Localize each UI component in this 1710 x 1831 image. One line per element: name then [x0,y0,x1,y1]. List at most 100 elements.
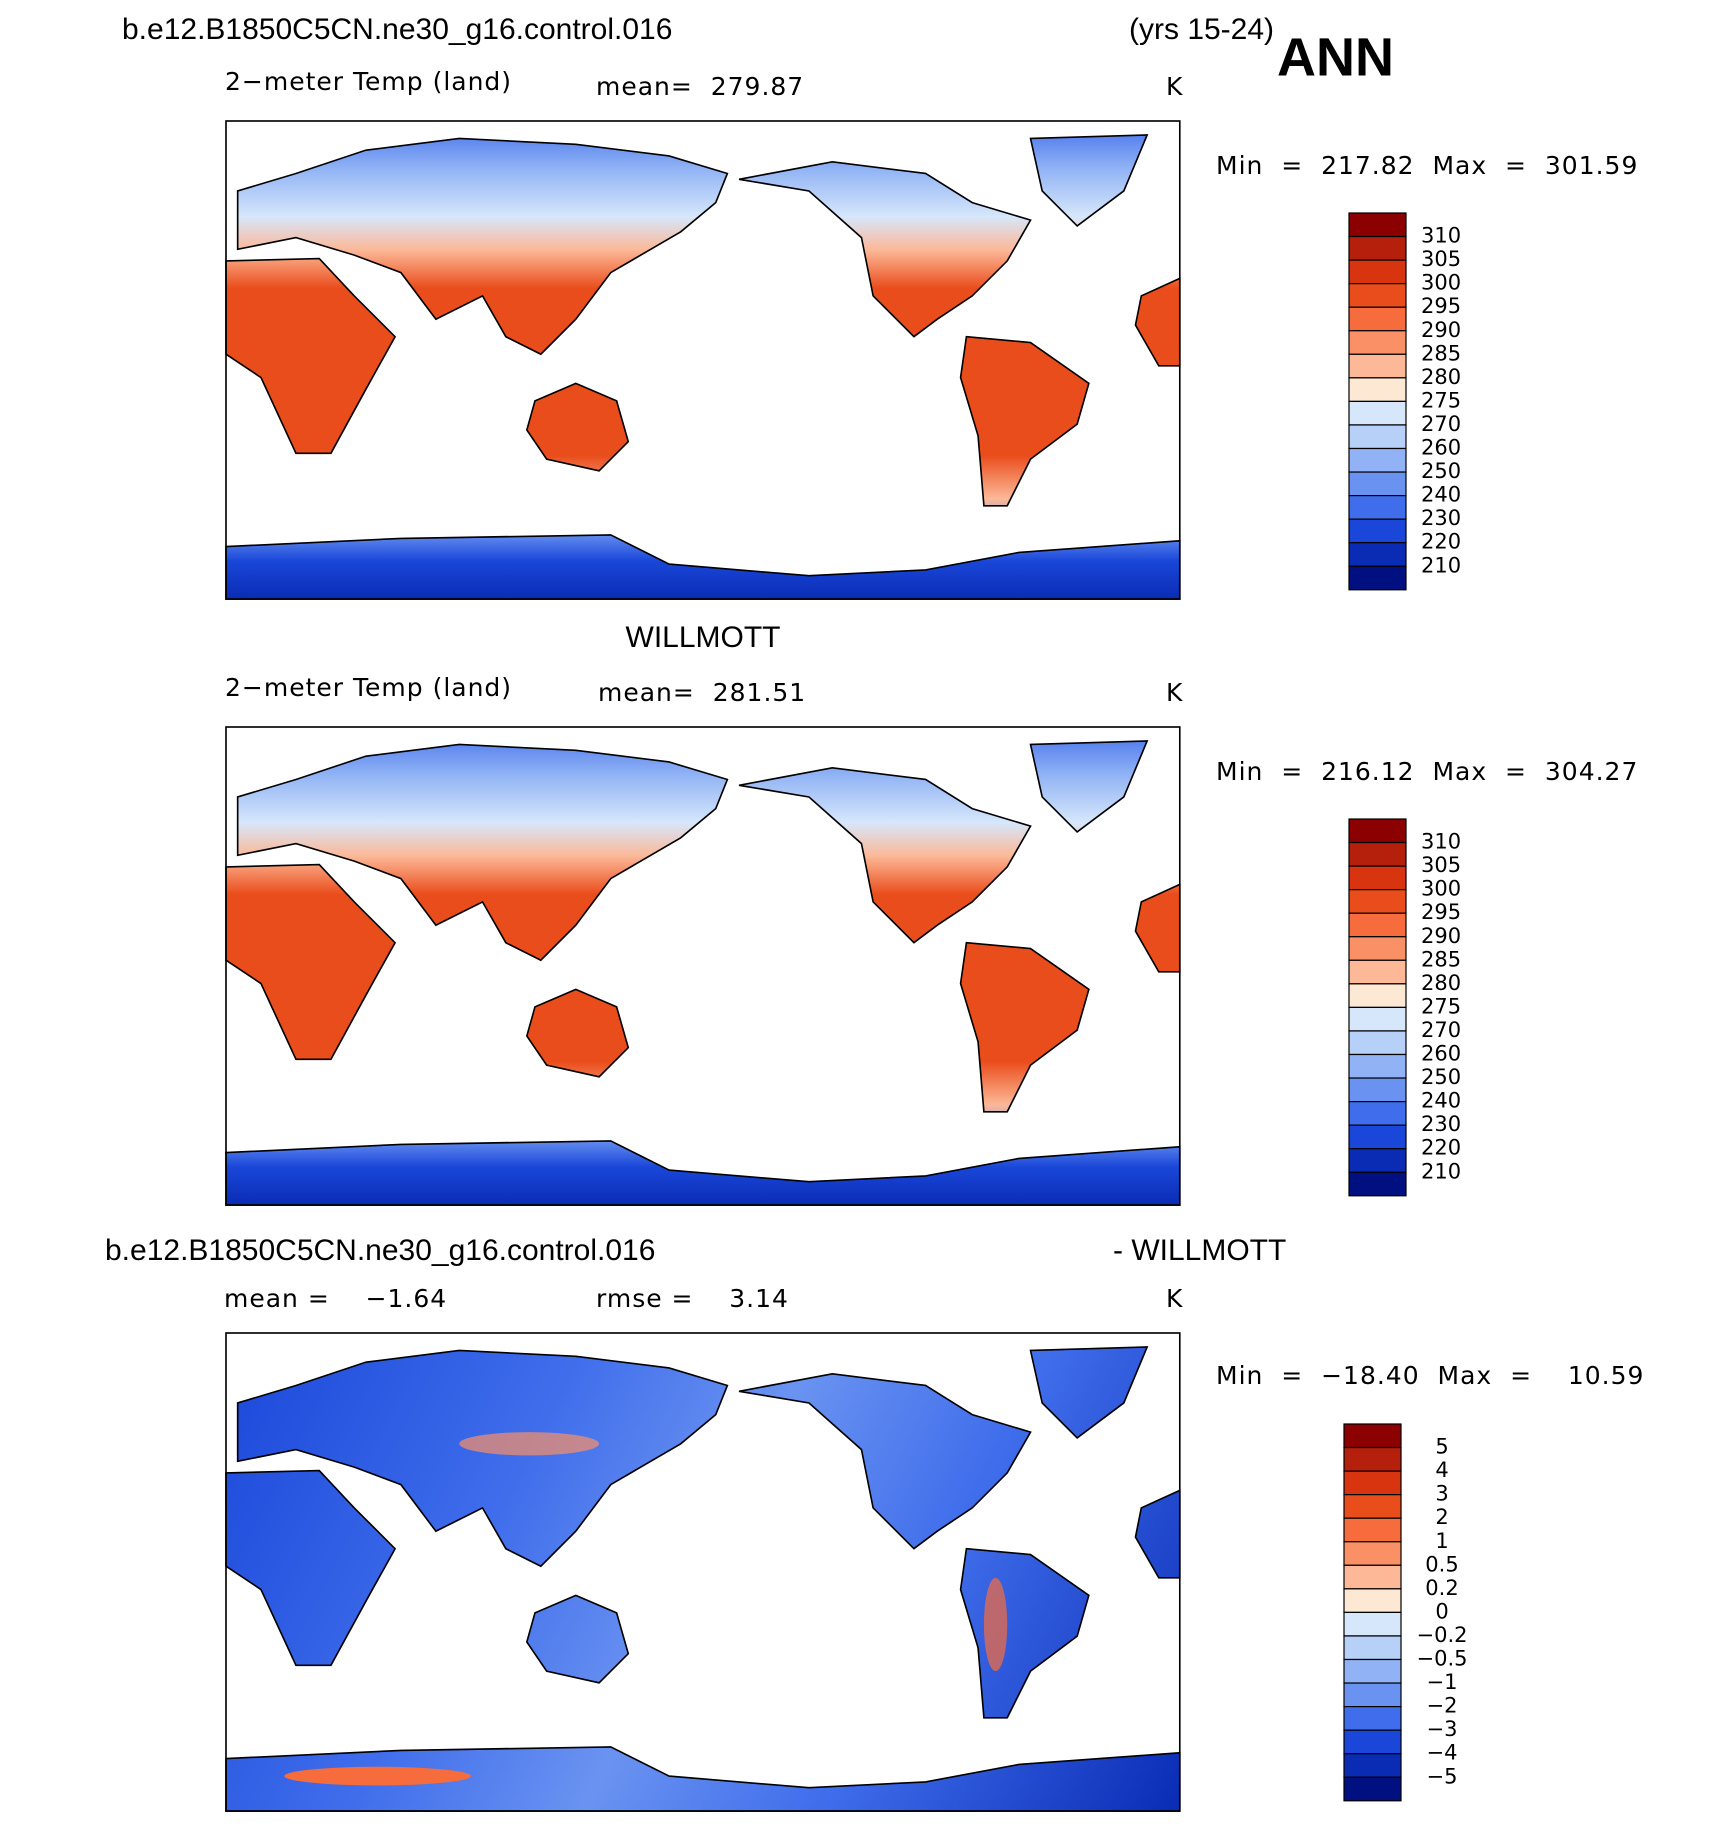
colorbar-label: 290 [1421,924,1461,948]
colorbar-label: 305 [1421,853,1461,877]
min-max: Min = 217.82 Max = 301.59 [1216,151,1638,180]
colorbar-box [1348,283,1407,308]
colorbar-label: 0.2 [1425,1576,1458,1600]
season: ANN [1277,27,1394,87]
colorbar-box [1343,1517,1402,1543]
colorbar-box [1343,1776,1402,1802]
colorbar-box [1348,959,1407,985]
colorbar-label: 0.5 [1425,1552,1458,1576]
colorbar-label: 270 [1421,1018,1461,1042]
colorbar-box [1348,1124,1407,1150]
colorbar-label: 230 [1421,1112,1461,1136]
colorbar-box [1343,1588,1402,1613]
colorbar-label: 285 [1421,341,1461,365]
colorbar-label: 2 [1435,1505,1448,1529]
colorbar-box [1348,565,1407,591]
mean: mean= 281.51 [598,678,806,707]
colorbar-box [1343,1541,1402,1566]
colorbar-label: 285 [1421,947,1461,971]
panel-title-right: - WILLMOTT [1113,1234,1286,1267]
colorbar-box [1343,1494,1402,1519]
min-max: Min = −18.40 Max = 10.59 [1216,1361,1644,1390]
colorbar-label: 280 [1421,365,1461,389]
panel-title: WILLMOTT [626,621,781,654]
colorbar-label: 0 [1435,1599,1448,1623]
colorbar-box [1343,1705,1402,1731]
colorbar-box [1348,1100,1407,1126]
colorbar-label: −2 [1427,1694,1458,1718]
variable: 2−meter Temp (land) [225,673,512,702]
min-max: Min = 216.12 Max = 304.27 [1216,757,1638,786]
colorbar-box [1348,212,1407,238]
colorbar-label: −5 [1427,1764,1458,1788]
colorbar-box [1348,377,1407,403]
colorbar-box [1348,447,1407,473]
colorbar-label: 1 [1435,1529,1448,1553]
colorbar-box [1348,518,1407,544]
panel-title: b.e12.B1850C5CN.ne30_g16.control.016 [105,1234,655,1267]
colorbar-box [1343,1611,1402,1637]
colorbar-box [1348,330,1407,355]
colorbar-box [1348,912,1407,938]
units: K [1166,1284,1183,1313]
mean: mean = −1.64 [224,1284,447,1313]
colorbar-box [1343,1470,1402,1496]
colorbar-box [1348,235,1407,261]
colorbar-box [1343,1729,1402,1755]
colorbar-box [1348,983,1407,1008]
variable: 2−meter Temp (land) [225,67,512,96]
colorbar-box [1348,936,1407,961]
colorbar-label: 210 [1421,1159,1461,1183]
colorbar-box [1348,424,1407,450]
colorbar-box [1343,1564,1402,1590]
colorbar-box [1348,400,1407,426]
map [225,120,1181,600]
colorbar-label: 240 [1421,1089,1461,1113]
colorbar-label: 270 [1421,412,1461,436]
colorbar-box [1343,1635,1402,1661]
colorbar-label: 290 [1421,318,1461,342]
colorbar-label: 250 [1421,459,1461,483]
colorbar-label: 3 [1435,1482,1448,1506]
colorbar-box [1348,259,1407,285]
colorbar-label: 210 [1421,553,1461,577]
colorbar-label: 310 [1421,224,1461,248]
colorbar-label: 240 [1421,483,1461,507]
colorbar-label: 260 [1421,436,1461,460]
colorbar-box [1343,1658,1402,1684]
colorbar-label: −3 [1427,1717,1458,1741]
map [225,726,1181,1206]
colorbar-box [1343,1753,1402,1778]
colorbar-box [1348,865,1407,891]
colorbar-label: 280 [1421,971,1461,995]
units: K [1166,72,1183,101]
colorbar-box [1348,1053,1407,1079]
rmse: rmse = 3.14 [596,1284,789,1313]
units: K [1166,678,1183,707]
colorbar-label: −1 [1427,1670,1458,1694]
colorbar-box [1348,1148,1407,1173]
colorbar-box [1348,841,1407,867]
colorbar-box [1343,1682,1402,1708]
colorbar-label: 220 [1421,1136,1461,1160]
colorbar-box [1348,1030,1407,1056]
colorbar-box [1348,818,1407,844]
colorbar-box [1348,1171,1407,1197]
colorbar-box [1348,542,1407,567]
colorbar-label: 310 [1421,830,1461,854]
colorbar-box [1348,1006,1407,1032]
colorbar-label: −4 [1427,1741,1458,1765]
colorbar-label: −0.5 [1417,1647,1468,1671]
colorbar-box [1348,1077,1407,1103]
colorbar-label: 275 [1421,388,1461,412]
colorbar-label: 305 [1421,247,1461,271]
colorbar-box [1348,495,1407,520]
colorbar-label: 250 [1421,1065,1461,1089]
colorbar-label: 275 [1421,994,1461,1018]
colorbar-label: 230 [1421,506,1461,530]
colorbar-box [1348,889,1407,914]
colorbar-label: 300 [1421,877,1461,901]
colorbar-label: −0.2 [1417,1623,1468,1647]
colorbar-box [1343,1446,1402,1472]
